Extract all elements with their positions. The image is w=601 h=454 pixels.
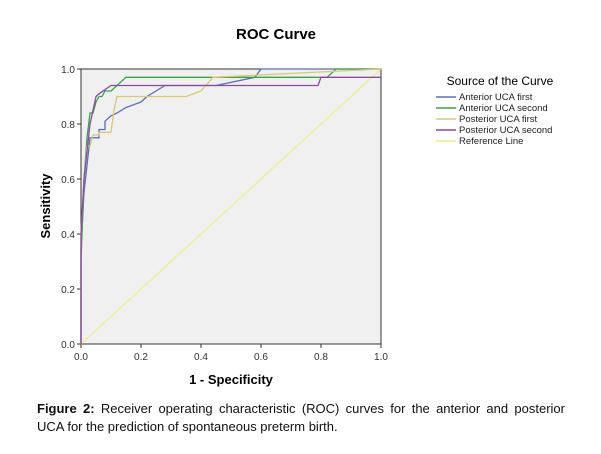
legend-item-label: Posterior UCA second [459, 125, 552, 136]
y-tick-label: 1.0 [61, 65, 75, 76]
x-tick-label: 0.6 [254, 352, 268, 363]
x-tick-label: 0.2 [134, 352, 148, 363]
legend: Source of the Curve Anterior UCA firstAn… [436, 74, 554, 147]
chart-title: ROC Curve [236, 26, 316, 43]
series-layer [80, 68, 382, 345]
legend-item-label: Reference Line [459, 136, 523, 147]
x-tick-label: 0.8 [314, 352, 328, 363]
y-axis: 0.0 0.2 0.4 0.6 0.8 1.0 [61, 65, 81, 351]
legend-title: Source of the Curve [447, 74, 554, 88]
x-tick-label: 0.0 [74, 352, 88, 363]
legend-item-label: Anterior UCA first [459, 92, 533, 103]
caption-text: Receiver operating characteristic (ROC) … [37, 401, 565, 434]
legend-item-label: Posterior UCA first [459, 114, 537, 125]
figure-caption: Figure 2: Receiver operating characteris… [37, 400, 565, 436]
y-tick-label: 0.6 [61, 175, 75, 186]
roc-chart: ROC Curve 0.0 0.2 0.4 0.6 0.8 1.0 0.00.20.40.… [38, 26, 554, 387]
x-axis: 0.0 0.2 0.4 0.6 0.8 1.0 [74, 344, 388, 363]
legend-item-label: Anterior UCA second [459, 103, 548, 114]
caption-label: Figure 2: [37, 401, 95, 416]
y-tick-label: 0.0 [61, 340, 75, 351]
series-line-posterior-uca-second [80, 76, 381, 344]
y-tick-label: 0.8 [61, 120, 75, 131]
series-line-anterior-uca-second [80, 68, 381, 344]
x-axis-label: 1 - Specificity [189, 372, 274, 387]
x-tick-label: 0.4 [194, 352, 208, 363]
y-tick-label: 0.2 [61, 285, 75, 296]
y-tick-label: 0.4 [61, 230, 75, 241]
x-tick-label: 1.0 [374, 352, 388, 363]
y-axis-label: Sensitivity [38, 173, 53, 239]
series-line-reference-line [80, 68, 382, 345]
